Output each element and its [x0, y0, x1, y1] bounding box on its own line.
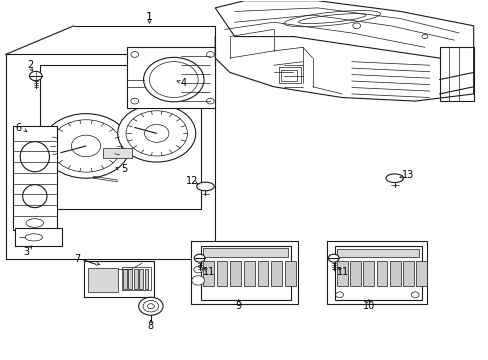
Bar: [88, 267, 118, 292]
Bar: [190, 241, 298, 304]
Circle shape: [29, 71, 42, 81]
Circle shape: [71, 135, 101, 157]
Polygon shape: [215, 1, 473, 58]
Bar: [439, 47, 473, 101]
Ellipse shape: [22, 185, 47, 208]
Ellipse shape: [284, 10, 380, 27]
Bar: [376, 261, 386, 286]
Text: 9: 9: [235, 301, 241, 311]
Text: 8: 8: [147, 321, 154, 331]
Circle shape: [139, 297, 163, 315]
Circle shape: [410, 292, 418, 298]
Text: 4: 4: [180, 78, 186, 88]
Circle shape: [143, 301, 158, 312]
Bar: [271, 261, 282, 286]
Circle shape: [42, 114, 130, 178]
Bar: [285, 261, 295, 286]
Text: 7: 7: [74, 254, 80, 264]
Circle shape: [191, 276, 204, 285]
Bar: [402, 261, 413, 286]
Circle shape: [149, 62, 198, 98]
Bar: [203, 261, 213, 286]
Circle shape: [206, 51, 214, 57]
Text: 3: 3: [23, 247, 30, 257]
Ellipse shape: [385, 174, 403, 183]
Circle shape: [193, 266, 202, 273]
Bar: [134, 269, 138, 289]
Bar: [363, 261, 373, 286]
Bar: [278, 67, 300, 83]
Bar: [281, 69, 297, 81]
Text: 13: 13: [401, 170, 413, 180]
Bar: [144, 269, 148, 289]
Circle shape: [421, 35, 427, 39]
Bar: [327, 241, 427, 304]
Text: 5: 5: [121, 164, 127, 174]
Bar: [200, 246, 290, 300]
Circle shape: [206, 98, 214, 104]
Bar: [40, 65, 200, 209]
Bar: [103, 148, 132, 158]
Bar: [123, 269, 127, 289]
Bar: [83, 261, 154, 297]
Ellipse shape: [298, 14, 366, 24]
Bar: [128, 269, 132, 289]
Ellipse shape: [196, 182, 214, 191]
Bar: [230, 261, 241, 286]
Bar: [349, 261, 360, 286]
Circle shape: [335, 292, 343, 298]
Text: 6: 6: [16, 123, 22, 133]
Bar: [257, 261, 268, 286]
Text: 12: 12: [185, 176, 198, 186]
Circle shape: [50, 120, 122, 172]
Circle shape: [194, 254, 204, 262]
Circle shape: [131, 51, 139, 57]
Circle shape: [131, 98, 139, 104]
Ellipse shape: [25, 234, 42, 241]
Bar: [244, 261, 254, 286]
Bar: [139, 269, 143, 289]
Text: 2: 2: [27, 60, 33, 70]
Text: 11: 11: [337, 267, 349, 277]
Bar: [415, 261, 426, 286]
Bar: [15, 228, 61, 246]
Text: 10: 10: [362, 301, 374, 311]
Text: 11: 11: [203, 267, 215, 277]
Bar: [216, 261, 227, 286]
Ellipse shape: [20, 141, 49, 172]
Circle shape: [352, 23, 360, 29]
Circle shape: [328, 254, 338, 262]
Bar: [13, 126, 57, 230]
Circle shape: [118, 105, 195, 162]
Ellipse shape: [26, 219, 43, 227]
Circle shape: [147, 304, 154, 309]
Circle shape: [144, 125, 168, 142]
Bar: [203, 248, 288, 257]
Bar: [336, 261, 347, 286]
Circle shape: [126, 111, 187, 156]
Bar: [336, 249, 418, 257]
Text: 1: 1: [145, 12, 153, 22]
Bar: [5, 54, 215, 259]
Bar: [389, 261, 400, 286]
Circle shape: [143, 57, 203, 102]
Bar: [127, 47, 215, 108]
Bar: [122, 267, 151, 291]
Bar: [334, 246, 421, 300]
